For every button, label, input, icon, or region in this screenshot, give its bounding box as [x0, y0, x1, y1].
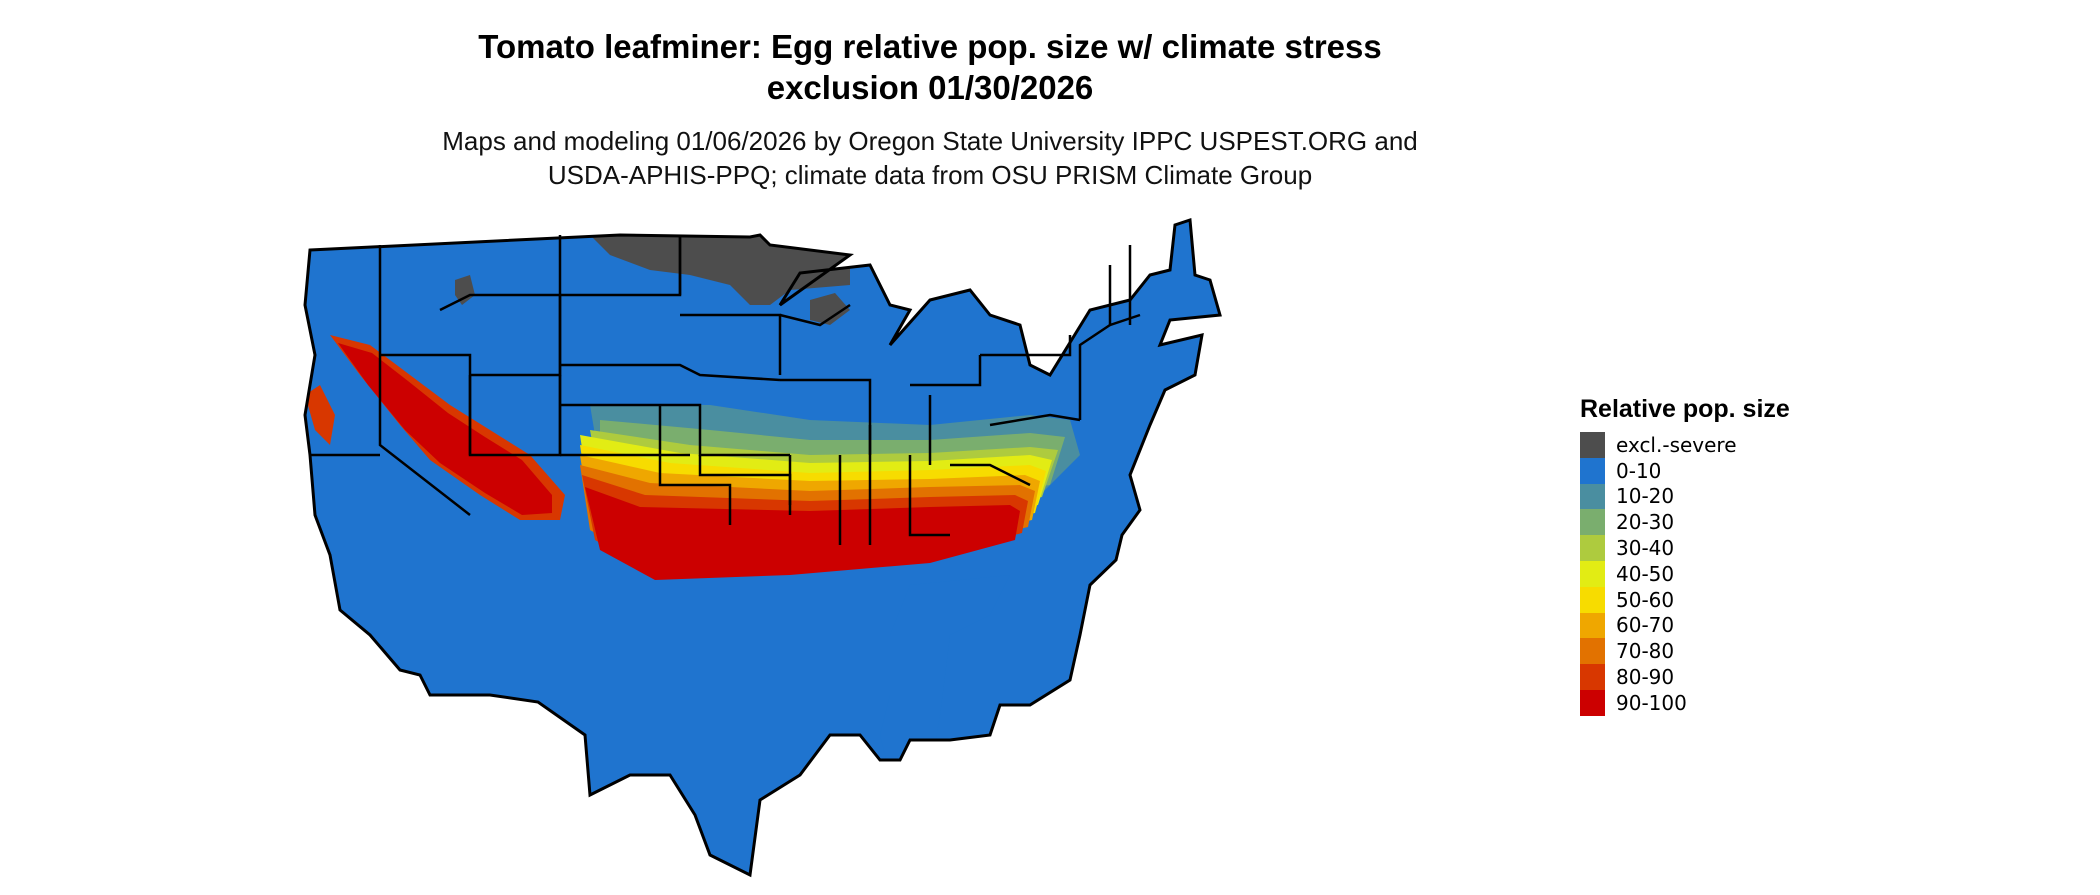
legend-label: 10-20 [1616, 484, 1675, 509]
subtitle-line-2: USDA-APHIS-PPQ; climate data from OSU PR… [547, 160, 1313, 190]
legend-row: 20-30 [1580, 509, 1790, 536]
legend-swatch [1580, 612, 1605, 639]
florida-peninsula [880, 575, 1010, 775]
legend-swatch [1580, 432, 1605, 458]
legend-label: 0-10 [1616, 458, 1662, 483]
excl-zone-wyoming [455, 275, 475, 305]
us-map [303, 218, 1222, 877]
excl-zone-maine [1135, 220, 1170, 275]
legend-label: 40-50 [1616, 561, 1675, 586]
legend-row: 10-20 [1580, 483, 1790, 510]
legend-label: excl.-severe [1616, 432, 1737, 457]
legend-row: 90-100 [1580, 689, 1790, 716]
excl-zone-adirondacks [1050, 315, 1070, 337]
title-line-2: exclusion 01/30/2026 [766, 69, 1094, 106]
legend-label: 20-30 [1616, 510, 1675, 535]
legend-swatch [1580, 457, 1605, 484]
legend-swatch [1580, 560, 1605, 587]
legend-label: 60-70 [1616, 613, 1675, 638]
legend-label: 50-60 [1616, 587, 1675, 612]
title-line-1: Tomato leafminer: Egg relative pop. size… [478, 28, 1382, 65]
map-subtitle: Maps and modeling 01/06/2026 by Oregon S… [330, 124, 1530, 192]
legend-label: 80-90 [1616, 665, 1675, 690]
legend-swatch [1580, 638, 1605, 665]
subtitle-line-1: Maps and modeling 01/06/2026 by Oregon S… [442, 126, 1418, 156]
legend-row: 80-90 [1580, 664, 1790, 690]
legend-swatch [1580, 689, 1605, 716]
legend-swatch [1580, 535, 1605, 561]
state-boundaries [303, 218, 1222, 877]
legend-swatch [1580, 664, 1605, 690]
legend-row: excl.-severe [1580, 432, 1790, 458]
legend-label: 70-80 [1616, 639, 1675, 664]
map-title: Tomato leafminer: Egg relative pop. size… [330, 26, 1530, 108]
legend-label: 30-40 [1616, 536, 1675, 561]
excl-zone-upper-midwest [590, 235, 850, 305]
legend-row: 50-60 [1580, 586, 1790, 613]
legend-swatch [1580, 509, 1605, 536]
sw-zone-90-100 [338, 343, 552, 515]
legend-swatch [1580, 586, 1605, 613]
legend-title: Relative pop. size [1580, 395, 1790, 423]
legend-row: 30-40 [1580, 535, 1790, 561]
legend-swatch [1580, 483, 1605, 510]
legend-row: 60-70 [1580, 612, 1790, 639]
legend-row: 40-50 [1580, 560, 1790, 587]
legend-row: 0-10 [1580, 457, 1790, 484]
california-coast-zone [305, 385, 335, 445]
legend-items: excl.-severe 0-10 10-20 20-30 30-40 40-50 50-6… [1580, 432, 1790, 716]
legend-label: 90-100 [1616, 690, 1687, 715]
legend: Relative pop. size excl.-severe 0-10 10-20… [1580, 395, 1790, 716]
excl-zone-wisconsin [810, 293, 850, 325]
legend-row: 70-80 [1580, 638, 1790, 665]
